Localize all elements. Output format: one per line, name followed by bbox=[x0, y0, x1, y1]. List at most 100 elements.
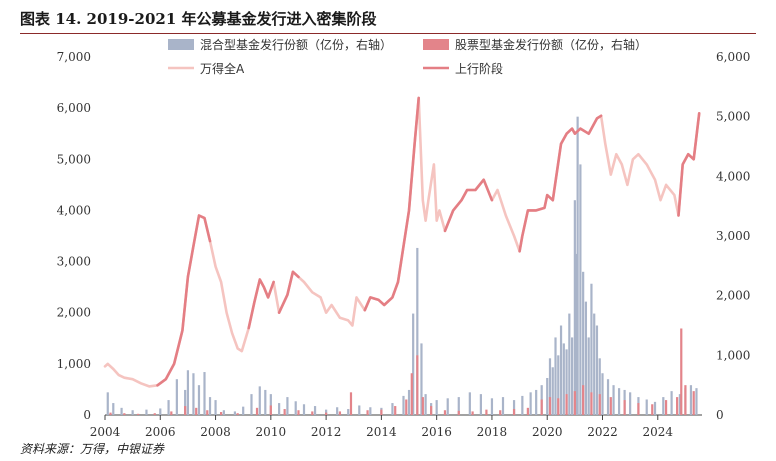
hybrid-bar bbox=[612, 385, 615, 415]
hybrid-bar bbox=[587, 337, 590, 415]
y-left-tick-label: 7,000 bbox=[57, 50, 91, 64]
equity-bar bbox=[338, 411, 342, 415]
uptrend-line-segment bbox=[277, 270, 300, 314]
hybrid-bar bbox=[416, 247, 419, 415]
equity-bar bbox=[676, 397, 679, 415]
hybrid-bar bbox=[653, 401, 657, 415]
hybrid-bar bbox=[468, 392, 471, 415]
hybrid-bar bbox=[294, 401, 297, 415]
legend-swatch-equity bbox=[423, 39, 449, 50]
uptrend-line-segment bbox=[363, 96, 420, 312]
hybrid-bar bbox=[579, 164, 582, 415]
hybrid-bar bbox=[678, 394, 681, 415]
hybrid-bar bbox=[286, 397, 289, 415]
y-right-tick-label: 1,000 bbox=[716, 348, 750, 362]
equity-bar bbox=[236, 413, 239, 415]
legend-label-hybrid: 混合型基金发行份额（亿份，右轴） bbox=[200, 37, 392, 52]
hybrid-bar bbox=[186, 370, 190, 415]
x-tick-label: 2022 bbox=[587, 425, 618, 439]
hybrid-bar bbox=[269, 394, 272, 415]
hybrid-bar bbox=[551, 367, 554, 415]
equity-bar bbox=[598, 394, 601, 415]
hybrid-bar bbox=[557, 355, 560, 415]
equity-bars bbox=[109, 328, 695, 415]
hybrid-bar bbox=[258, 386, 261, 415]
equity-bar bbox=[680, 328, 683, 415]
hybrid-bar bbox=[167, 400, 170, 415]
equity-bar bbox=[637, 403, 640, 415]
hybrid-bar bbox=[420, 343, 423, 415]
uptrend-line-segment bbox=[518, 114, 603, 253]
equity-bar bbox=[255, 407, 259, 415]
equity-bar bbox=[325, 412, 328, 415]
hybrid-bar bbox=[369, 407, 372, 415]
y-right-tick-label: 5,000 bbox=[716, 110, 750, 124]
equity-bar bbox=[269, 405, 272, 415]
equity-bar bbox=[457, 410, 460, 415]
hybrid-bar bbox=[106, 392, 109, 415]
x-tick-label: 2006 bbox=[145, 425, 176, 439]
equity-bar bbox=[184, 406, 187, 415]
equity-bar bbox=[430, 406, 433, 415]
title-rule bbox=[20, 33, 756, 34]
hybrid-bar bbox=[645, 399, 648, 415]
legend-label-uptrend: 上行阶段 bbox=[455, 61, 503, 76]
hybrid-bar bbox=[490, 398, 494, 415]
hybrid-bar bbox=[689, 385, 693, 415]
hybrid-bar bbox=[670, 391, 673, 415]
y-left-tick-label: 0 bbox=[83, 408, 91, 422]
hybrid-bar bbox=[278, 403, 281, 415]
hybrid-bar bbox=[562, 343, 565, 415]
hybrid-bar bbox=[565, 349, 568, 415]
hybrid-bar bbox=[242, 406, 245, 415]
hybrid-bar bbox=[184, 389, 187, 415]
equity-bar bbox=[557, 398, 560, 415]
equity-bar bbox=[590, 392, 593, 415]
equity-bar bbox=[405, 399, 408, 415]
hybrid-bar bbox=[424, 394, 427, 415]
y-right-tick-label: 0 bbox=[716, 408, 724, 422]
y-left-tick-label: 6,000 bbox=[57, 101, 91, 115]
equity-bar bbox=[123, 413, 126, 415]
hybrid-bar bbox=[159, 408, 162, 415]
x-tick-label: 2024 bbox=[643, 425, 674, 439]
x-tick-label: 2018 bbox=[477, 425, 508, 439]
equity-bar bbox=[410, 373, 413, 415]
y-left-tick-label: 5,000 bbox=[57, 152, 91, 166]
equity-bar bbox=[582, 385, 585, 415]
source-note: 资料来源：万得，中银证券 bbox=[20, 442, 165, 456]
hybrid-bar bbox=[214, 400, 217, 415]
hybrid-bar bbox=[590, 283, 593, 415]
hybrid-bar bbox=[145, 409, 148, 415]
equity-bar bbox=[471, 411, 474, 415]
equity-bar bbox=[512, 409, 516, 415]
hybrid-bar bbox=[576, 116, 579, 416]
uptrend-line-segment bbox=[677, 112, 701, 217]
hybrid-bar bbox=[446, 398, 449, 415]
equity-bar bbox=[548, 397, 552, 415]
hybrid-bar bbox=[501, 397, 505, 415]
chart-lines bbox=[103, 96, 701, 388]
equity-bar bbox=[526, 407, 529, 415]
equity-bar bbox=[109, 412, 112, 415]
equity-bar bbox=[692, 391, 695, 415]
hybrid-bar bbox=[358, 405, 361, 415]
hybrid-bar bbox=[568, 313, 571, 415]
equity-bar bbox=[623, 400, 626, 415]
hybrid-bar bbox=[598, 358, 601, 415]
equity-bar bbox=[349, 392, 353, 415]
hybrid-bar bbox=[120, 407, 123, 415]
hybrid-bar bbox=[529, 392, 532, 415]
equity-bar bbox=[565, 394, 568, 415]
hybrid-bar bbox=[479, 394, 482, 415]
hybrid-bar bbox=[573, 200, 576, 415]
y-right-tick-label: 4,000 bbox=[716, 169, 750, 183]
y-left-tick-label: 3,000 bbox=[57, 255, 91, 269]
equity-bar bbox=[443, 410, 447, 415]
hybrid-bar bbox=[347, 409, 350, 415]
hybrid-bar bbox=[575, 253, 578, 415]
hybrid-bar bbox=[336, 407, 339, 415]
hybrid-bar bbox=[535, 389, 538, 415]
hybrid-bar bbox=[250, 394, 253, 415]
